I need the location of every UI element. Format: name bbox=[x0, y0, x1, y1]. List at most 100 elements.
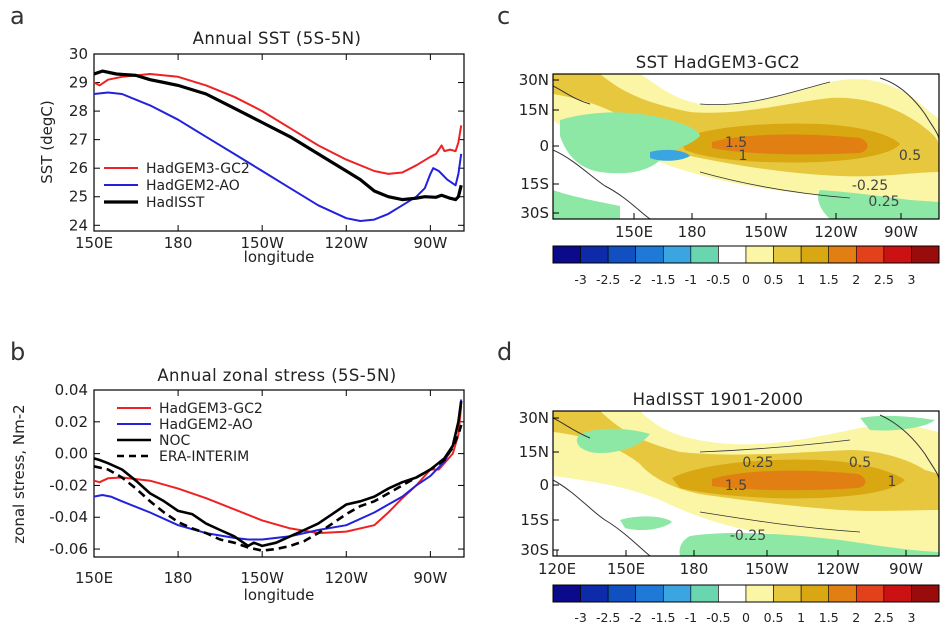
colorbar-label: 2.5 bbox=[874, 272, 894, 287]
colorbar-cell bbox=[552, 245, 581, 264]
colorbar-label: 1.5 bbox=[819, 272, 839, 287]
colorbar-cell bbox=[883, 245, 912, 264]
lat-label: 15S bbox=[520, 511, 549, 529]
colorbar-cell bbox=[773, 584, 802, 603]
colorbar-frame bbox=[552, 245, 940, 264]
y-tick-label: 0.04 bbox=[55, 381, 88, 399]
lat-label: 15N bbox=[519, 101, 549, 119]
panel-c-region-neg bbox=[560, 112, 700, 174]
x-tick-label: 120W bbox=[325, 569, 369, 587]
colorbar-cell bbox=[662, 245, 692, 264]
lon-label: 180 bbox=[680, 560, 709, 578]
lon-label: 90W bbox=[889, 560, 923, 578]
legend-label: HadGEM2-AO bbox=[146, 178, 240, 194]
legend-label: HadGEM3-GC2 bbox=[146, 161, 250, 177]
y-tick-label: 27 bbox=[69, 131, 88, 149]
series-line-hadgem2-ao bbox=[93, 91, 463, 222]
x-tick-label: 90W bbox=[413, 569, 447, 587]
panel-c-region-neg2 bbox=[650, 149, 690, 161]
panel-b-series-lines bbox=[93, 399, 463, 552]
y-tick-label: 0.00 bbox=[55, 445, 88, 463]
lat-label: 30S bbox=[520, 541, 549, 559]
lon-label: 120W bbox=[814, 223, 858, 241]
colorbar-label: -2 bbox=[629, 610, 641, 625]
colorbar-cell bbox=[580, 245, 609, 264]
colorbar-label: -2.5 bbox=[596, 272, 620, 287]
panel-d-contour-label-4: 1 bbox=[888, 474, 897, 490]
colorbar-cell bbox=[911, 584, 940, 603]
colorbar-label: -3 bbox=[574, 272, 586, 287]
colorbar-label: -2 bbox=[629, 272, 641, 287]
colorbar-cell bbox=[828, 584, 857, 603]
series-line-noc bbox=[93, 400, 463, 548]
y-tick-label: 28 bbox=[69, 102, 88, 120]
panel-b-stress-line-chart: Annual zonal stress (5S-5N) zonal stress… bbox=[10, 366, 465, 604]
panel-d-colorbar: -3 -2.5 -2 -1.5 -1 -0.5 0 0.5 1 1.5 2 2.5 3 bbox=[552, 584, 940, 625]
panel-letter-a: a bbox=[10, 2, 25, 30]
panel-d-region-neg1 bbox=[576, 428, 650, 454]
lat-label: 0 bbox=[539, 476, 549, 494]
panel-c-coastline bbox=[553, 77, 939, 219]
panel-c-sst-map: SST HadGEM3-GC2 1.5 1 0.5 -0.25 bbox=[519, 53, 940, 287]
panel-d-region-neg2 bbox=[860, 415, 935, 431]
legend-label: NOC bbox=[159, 433, 190, 449]
colorbar-label: 2 bbox=[852, 610, 860, 625]
lat-label: 0 bbox=[539, 137, 549, 155]
colorbar-label: -0.5 bbox=[706, 610, 730, 625]
panel-c-colorbar: -3 -2.5 -2 -1.5 -1 -0.5 0 0.5 1 1.5 2 2.5 3 bbox=[552, 245, 940, 287]
panel-b-ylabel: zonal stress, Nm-2 bbox=[10, 404, 28, 543]
panel-d-map-frame bbox=[552, 410, 940, 557]
colorbar-cell bbox=[607, 584, 637, 603]
lat-label: 30S bbox=[520, 204, 549, 222]
y-tick-label: 0.02 bbox=[55, 413, 88, 431]
colorbar-cell bbox=[800, 245, 830, 264]
colorbar-cell bbox=[883, 584, 912, 603]
colorbar-label: 0.5 bbox=[764, 610, 784, 625]
y-tick-label: -0.02 bbox=[49, 476, 88, 494]
x-tick-label: 180 bbox=[164, 569, 193, 587]
lon-label: 180 bbox=[678, 223, 707, 241]
colorbar-cell bbox=[635, 245, 664, 264]
colorbar-label: 0 bbox=[742, 272, 750, 287]
y-tick-label: -0.04 bbox=[49, 508, 88, 526]
x-tick-label: 90W bbox=[413, 234, 447, 252]
panel-letter-b: b bbox=[10, 338, 25, 366]
colorbar-label: -1.5 bbox=[651, 610, 675, 625]
panel-d-contour-label-5: -0.25 bbox=[730, 528, 766, 544]
series-line-hadisst bbox=[93, 69, 463, 202]
panel-a-xlabel: longitude bbox=[244, 248, 315, 266]
colorbar-cell bbox=[552, 584, 581, 603]
panel-b-ticks: 150E 180 150W 120W 90W -0.06 -0.04 -0.02 0.00 0.0… bbox=[49, 381, 464, 587]
colorbar-label: 1 bbox=[797, 610, 805, 625]
lon-label: 150E bbox=[607, 560, 645, 578]
panel-c-contours bbox=[699, 81, 851, 199]
legend-label: HadISST bbox=[146, 195, 205, 211]
panel-c-region-neg3 bbox=[818, 190, 939, 219]
colorbar-label: 2.5 bbox=[874, 610, 894, 625]
x-tick-label: 120W bbox=[325, 234, 369, 252]
series-line-hadgem2-ao bbox=[93, 399, 463, 541]
panel-b-xlabel: longitude bbox=[244, 586, 315, 604]
panel-c-region-2 bbox=[712, 134, 868, 155]
y-tick-label: -0.06 bbox=[49, 540, 88, 558]
panel-c-title: SST HadGEM3-GC2 bbox=[636, 53, 801, 72]
lat-label: 30N bbox=[519, 409, 549, 427]
panel-d-contour-label-3: 1.5 bbox=[725, 478, 747, 494]
colorbar-label: -2.5 bbox=[596, 610, 620, 625]
panel-a-ticks: 150E 180 150W 120W 90W 24 25 26 27 28 29 30 bbox=[69, 45, 464, 252]
panel-d-contours bbox=[699, 439, 861, 533]
panel-d-sst-map: HadISST 1901-2000 0.25 0.5 1.5 1 -0.25 3… bbox=[519, 390, 940, 625]
legend-label: ERA-INTERIM bbox=[159, 449, 249, 465]
colorbar-frame bbox=[552, 584, 940, 603]
panel-letter-c: c bbox=[497, 2, 510, 30]
panel-c-contour-label-3: 0.5 bbox=[899, 148, 921, 164]
panel-a-series-lines bbox=[93, 69, 463, 222]
y-tick-label: 30 bbox=[69, 45, 88, 63]
colorbar-cell bbox=[635, 584, 664, 603]
y-tick-label: 26 bbox=[69, 159, 88, 177]
lon-label: 150W bbox=[744, 223, 788, 241]
panel-a-title: Annual SST (5S-5N) bbox=[193, 29, 362, 48]
x-tick-label: 150W bbox=[240, 569, 284, 587]
